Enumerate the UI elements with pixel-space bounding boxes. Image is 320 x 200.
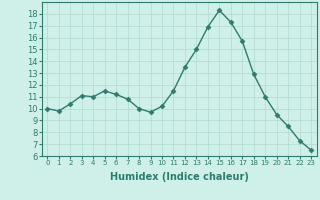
X-axis label: Humidex (Indice chaleur): Humidex (Indice chaleur): [110, 172, 249, 182]
